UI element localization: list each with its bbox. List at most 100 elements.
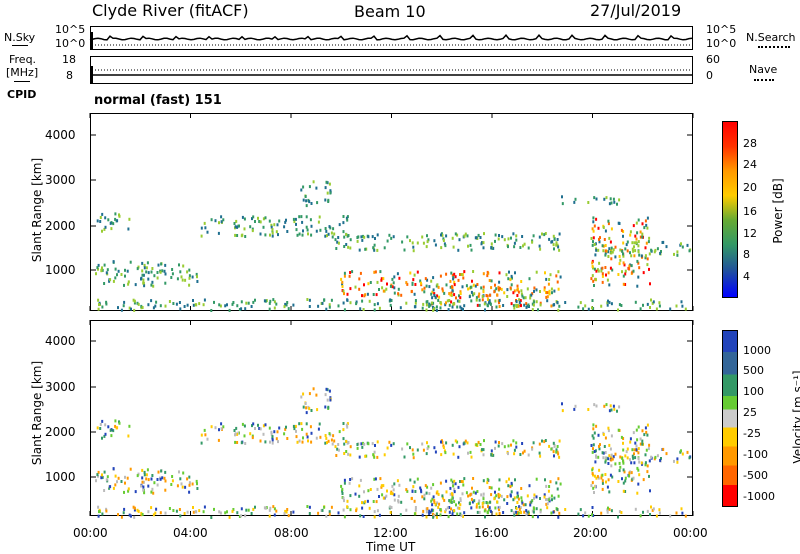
velocity-cell [591,513,593,517]
velocity-cell [268,426,271,430]
freq-tick-top: 18 [62,53,76,66]
power-cell [622,230,625,233]
velocity-cell [591,481,594,485]
power-cell [345,216,348,220]
power-cell [99,216,102,219]
velocity-cell [608,454,611,458]
velocity-cell [141,513,144,516]
velocity-cell [393,493,396,497]
power-cell [513,241,516,245]
velocity-cell [188,483,191,487]
velocity-cell [590,444,593,447]
velocity-cell [452,484,455,488]
velocity-cell [497,492,500,496]
power-cell [101,266,103,270]
velocity-cell [591,450,594,454]
power-cell [292,217,295,221]
power-cell [636,231,639,235]
power-cell [582,307,585,311]
velocity-cell [455,503,457,507]
velocity-cell [180,482,183,486]
nave-tick-top: 60 [706,53,720,66]
velocity-cell [532,510,535,514]
velocity-cell [635,444,638,448]
velocity-cb-tick-neg500: -500 [743,469,768,482]
velocity-cell [639,442,642,446]
power-cell [482,285,485,289]
velocity-cell [573,407,576,411]
power-cell [308,305,311,308]
power-cell [391,277,394,281]
velocity-cell [277,440,279,444]
power-cell [622,261,625,265]
velocity-cell [608,409,611,413]
velocity-cell [430,508,433,512]
velocity-cell [324,434,327,437]
velocity-cell [636,491,639,495]
velocity-cell [308,512,311,515]
velocity-cell [240,507,243,511]
nave-tick-bottom: 0 [706,69,713,82]
velocity-cell [423,493,426,497]
velocity-cell [515,445,518,449]
power-cell [550,304,553,308]
velocity-cell [159,477,162,481]
velocity-cell [545,484,548,488]
velocity-cell [364,500,367,504]
velocity-cell [647,447,650,451]
power-cell [318,215,321,219]
power-cell [343,235,346,239]
velocity-cell [481,448,483,452]
velocity-cell [140,484,142,488]
velocity-cell [155,507,158,511]
velocity-cell [501,442,504,446]
power-cell [557,287,560,291]
velocity-cell [610,458,613,462]
velocity-cell [606,485,609,489]
power-cell [420,281,422,285]
velocity-cell [478,505,481,509]
power-cell [252,215,255,219]
power-cell [604,266,607,269]
power-cell [346,218,349,222]
velocity-cell [355,509,358,513]
velocity-cell [454,439,457,443]
power-cell [305,225,308,229]
noise-panel-frame [90,26,693,50]
power-cell [637,250,640,254]
power-cell [461,285,464,289]
power-cell [334,238,337,242]
velocity-cell [328,432,331,436]
velocity-cell [598,444,600,448]
power-cell [278,219,281,223]
power-cell [524,296,527,300]
power-cell [482,272,485,276]
power-cell [638,253,641,257]
velocity-cell [137,509,140,513]
velocity-cell [264,423,267,427]
power-cell [164,304,167,308]
power-cell [523,303,526,307]
velocity-cell [477,440,480,444]
power-cell [512,304,515,308]
velocity-cell [662,447,665,451]
power-cell [635,241,638,245]
power-cell [618,254,621,258]
velocity-cell [624,476,627,480]
power-cell [546,291,549,295]
velocity-cell [151,487,154,491]
velocity-cell [133,515,136,519]
velocity-cell [154,511,157,515]
xtick-1600: 16:00 [474,526,509,540]
power-cell [522,296,525,300]
power-cell [617,221,620,225]
power-cell [503,291,506,295]
power-cell [612,197,615,201]
power-cell [431,290,434,294]
velocity-cell [468,502,471,506]
velocity-cell [482,497,485,501]
power-cell [622,234,624,238]
velocity-cell [551,498,553,502]
velocity-cell [513,448,516,452]
velocity-cell [510,481,513,485]
